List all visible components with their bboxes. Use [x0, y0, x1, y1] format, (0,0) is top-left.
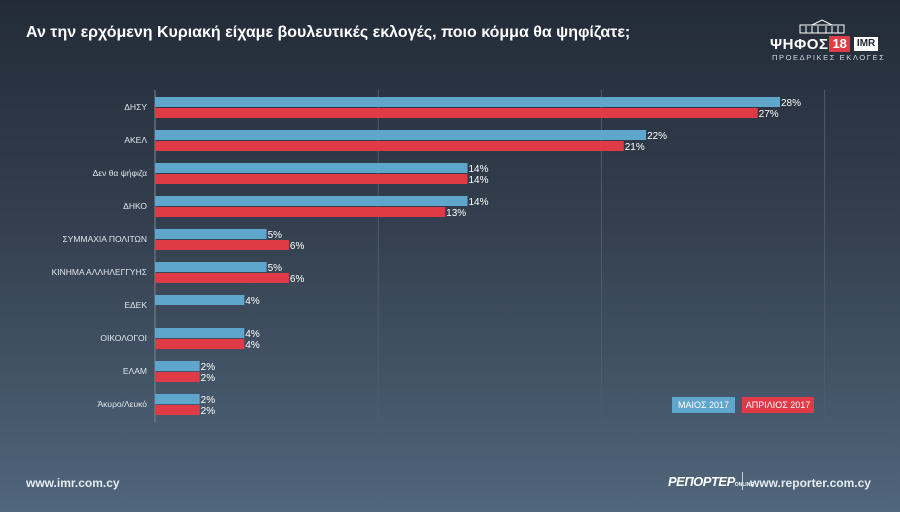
- data-label: 4%: [245, 340, 260, 351]
- bar: [155, 262, 267, 272]
- footer-reporter-url[interactable]: www.reporter.com.cy: [750, 476, 871, 490]
- bar: [155, 229, 267, 239]
- data-label: 14%: [469, 197, 489, 208]
- footer-imr-url[interactable]: www.imr.com.cy: [26, 476, 120, 490]
- brand-partner: IMR: [853, 37, 879, 51]
- bar: [155, 240, 289, 250]
- reporter-logo-text: ΡΕΠΟΡΤΕΡ: [668, 474, 735, 489]
- footer-divider: [742, 472, 743, 490]
- brand-number: 18: [829, 36, 850, 52]
- data-label: 13%: [446, 208, 466, 219]
- category-label: ΟΙΚΟΛΟΓΟΙ: [100, 333, 147, 343]
- data-label: 2%: [201, 362, 216, 373]
- chart-title: Αν την ερχόμενη Κυριακή είχαμε βουλευτικ…: [26, 24, 631, 41]
- bar: [155, 372, 200, 382]
- data-label: 5%: [268, 230, 283, 241]
- bar: [155, 130, 647, 140]
- parliament-building-icon: [799, 19, 845, 34]
- bar: [155, 207, 446, 217]
- bar: [155, 405, 200, 415]
- data-label: 6%: [290, 274, 305, 285]
- data-label: 21%: [625, 142, 645, 153]
- data-label: 14%: [469, 175, 489, 186]
- data-label: 14%: [469, 164, 489, 175]
- bar: [155, 394, 200, 404]
- data-label: 2%: [201, 395, 216, 406]
- data-label: 27%: [759, 109, 779, 120]
- bar: [155, 141, 624, 151]
- category-label: ΚΙΝΗΜΑ ΑΛΛΗΛΕΓΓΥΗΣ: [52, 267, 147, 277]
- brand-name: ΨΗΦΟΣ: [770, 35, 829, 53]
- legend-item-april: ΑΠΡΙΛΙΟΣ 2017: [742, 397, 814, 413]
- data-label: 6%: [290, 241, 305, 252]
- category-label: ΑΚΕΛ: [124, 135, 147, 145]
- psifos18-logo: ΨΗΦΟΣ 18 IMR ΠΡΟΕΔΡΙΚΕΣ ΕΚΛΟΓΕΣ: [762, 18, 886, 62]
- category-label: ΔΗΚΟ: [123, 201, 147, 211]
- legend-item-may: ΜΑΙΟΣ 2017: [672, 397, 735, 413]
- bar: [155, 108, 758, 118]
- data-label: 4%: [245, 296, 260, 307]
- bar: [155, 196, 468, 206]
- category-label: ΣΥΜΜΑΧΙΑ ΠΟΛΙΤΩΝ: [62, 234, 147, 244]
- data-label: 5%: [268, 263, 283, 274]
- data-label: 2%: [201, 406, 216, 417]
- category-label: ΔΗΣΥ: [124, 102, 147, 112]
- bar: [155, 273, 289, 283]
- data-label: 22%: [647, 131, 667, 142]
- reporter-logo-sub: ONLINE: [734, 482, 754, 488]
- reporter-logo: ΡΕΠΟΡΤΕΡONLINE: [668, 474, 754, 489]
- data-label: 28%: [781, 98, 801, 109]
- bar: [155, 339, 245, 349]
- bar: [155, 361, 200, 371]
- bar: [155, 174, 468, 184]
- data-label: 4%: [245, 329, 260, 340]
- brand-subtitle: ΠΡΟΕΔΡΙΚΕΣ ΕΚΛΟΓΕΣ: [772, 53, 886, 62]
- bar: [155, 295, 245, 305]
- bar: [155, 97, 780, 107]
- category-label: Δεν θα ψήφιζα: [93, 168, 147, 178]
- bar: [155, 328, 245, 338]
- bar: [155, 163, 468, 173]
- category-label: Άκυρο/Λευκό: [98, 399, 148, 409]
- category-label: ΕΔΕΚ: [124, 300, 147, 310]
- data-label: 2%: [201, 373, 216, 384]
- category-label: ΕΛΑΜ: [123, 366, 147, 376]
